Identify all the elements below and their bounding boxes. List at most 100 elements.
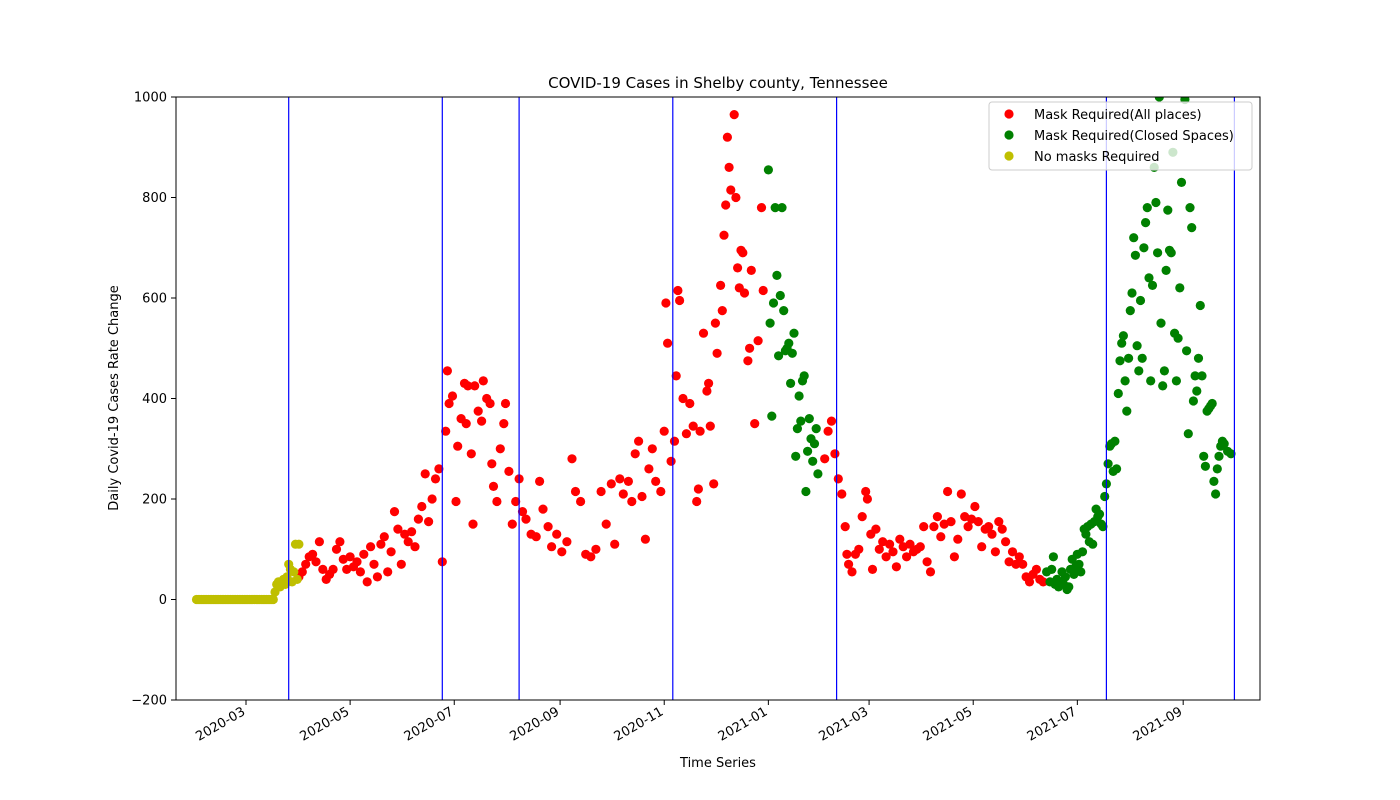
data-point — [1124, 353, 1134, 363]
data-point — [705, 421, 715, 431]
data-point — [1207, 398, 1217, 409]
data-point — [345, 552, 355, 562]
data-point — [1163, 205, 1173, 215]
data-point — [410, 542, 420, 552]
data-point — [289, 567, 299, 577]
data-point — [424, 517, 434, 527]
data-point — [804, 414, 814, 424]
data-point — [885, 539, 895, 549]
data-point — [656, 486, 666, 497]
x-axis-label: Time Series — [679, 756, 756, 771]
data-point — [787, 348, 797, 358]
data-point — [1146, 376, 1156, 386]
data-point — [507, 519, 517, 529]
data-point — [750, 419, 760, 429]
data-point — [1226, 449, 1236, 459]
data-point — [453, 441, 463, 451]
data-point — [746, 265, 756, 275]
data-point — [417, 501, 427, 512]
data-point — [1130, 250, 1140, 260]
data-point — [1125, 306, 1135, 316]
data-point — [1141, 218, 1151, 228]
data-point — [1007, 547, 1018, 557]
plot-markers — [191, 97, 1236, 605]
vertical-lines — [288, 97, 1236, 700]
data-point — [758, 285, 768, 296]
data-point — [1154, 97, 1164, 102]
data-point — [709, 479, 719, 489]
data-point — [1193, 353, 1204, 363]
data-point — [895, 534, 905, 544]
data-point — [1014, 552, 1024, 562]
data-point — [618, 489, 628, 499]
data-point — [1038, 577, 1048, 587]
data-point — [488, 481, 499, 491]
data-point — [1144, 273, 1154, 283]
data-point — [809, 439, 820, 449]
data-point — [389, 507, 400, 517]
data-point — [379, 532, 389, 542]
data-point — [362, 577, 372, 587]
x-tick-label: 2021-07 — [1025, 704, 1080, 744]
data-point — [862, 494, 873, 504]
data-point — [796, 416, 806, 426]
data-point — [1171, 376, 1181, 386]
data-point — [1113, 388, 1123, 399]
data-point — [1047, 564, 1057, 575]
data-point — [799, 371, 809, 381]
data-point — [511, 496, 521, 507]
data-point — [610, 539, 620, 549]
data-point — [615, 474, 625, 484]
data-point — [359, 549, 369, 559]
data-point — [977, 542, 987, 552]
data-point — [1048, 552, 1058, 562]
data-point — [308, 549, 318, 559]
data-point — [874, 544, 884, 554]
data-point — [953, 534, 963, 544]
data-point — [552, 529, 562, 539]
data-point — [803, 446, 813, 456]
data-point — [1139, 243, 1149, 253]
data-point — [973, 517, 983, 527]
data-point — [427, 494, 437, 504]
data-point — [881, 552, 891, 562]
data-point — [891, 562, 902, 572]
data-point — [695, 426, 705, 436]
data-point — [1024, 577, 1035, 587]
data-point — [637, 491, 647, 502]
data-point — [441, 426, 451, 436]
data-point — [403, 537, 413, 547]
data-point — [562, 537, 572, 547]
data-point — [487, 459, 497, 469]
data-point — [847, 567, 857, 577]
data-point — [1018, 559, 1028, 569]
data-point — [606, 479, 616, 489]
data-point — [946, 517, 956, 527]
data-point — [915, 542, 925, 552]
data-point — [1209, 476, 1219, 486]
data-point — [1166, 248, 1176, 258]
data-point — [1175, 283, 1185, 293]
data-point — [733, 263, 743, 273]
data-point — [724, 162, 734, 172]
data-point — [791, 451, 801, 461]
data-point — [1088, 539, 1098, 549]
data-point — [301, 559, 311, 569]
data-point — [1129, 233, 1139, 243]
data-point — [666, 456, 676, 466]
data-point — [738, 248, 748, 258]
data-point — [813, 469, 823, 479]
data-point — [1183, 429, 1193, 439]
data-point — [929, 522, 939, 532]
data-point — [1077, 547, 1088, 557]
data-point — [1137, 353, 1147, 363]
data-point — [704, 378, 714, 388]
data-point — [1142, 203, 1152, 213]
data-point — [794, 391, 804, 401]
data-point — [811, 424, 821, 434]
data-point — [844, 559, 854, 569]
data-point — [1176, 177, 1187, 187]
legend-marker — [1004, 130, 1014, 140]
data-point — [318, 564, 328, 575]
